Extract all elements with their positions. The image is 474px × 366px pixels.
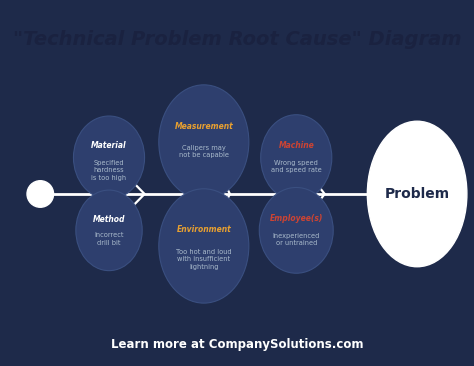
- Text: "Technical Problem Root Cause" Diagram: "Technical Problem Root Cause" Diagram: [13, 30, 461, 49]
- Ellipse shape: [367, 121, 467, 267]
- Text: Wrong speed
and speed rate: Wrong speed and speed rate: [271, 160, 322, 173]
- Ellipse shape: [76, 190, 142, 270]
- Ellipse shape: [159, 85, 249, 199]
- Text: Machine: Machine: [278, 141, 314, 150]
- Ellipse shape: [159, 189, 249, 303]
- Text: Inexperienced
or untrained: Inexperienced or untrained: [273, 232, 320, 246]
- Text: Measurement: Measurement: [174, 122, 233, 131]
- Text: Too hot and loud
with insufficient
lightning: Too hot and loud with insufficient light…: [176, 249, 232, 270]
- Text: Environment: Environment: [176, 225, 231, 235]
- Ellipse shape: [259, 187, 333, 273]
- Text: Material: Material: [91, 141, 127, 150]
- Text: Method: Method: [93, 214, 125, 224]
- Text: Incorrect
drill bit: Incorrect drill bit: [94, 232, 124, 246]
- Ellipse shape: [27, 181, 54, 207]
- Ellipse shape: [73, 116, 145, 199]
- Ellipse shape: [261, 115, 332, 201]
- Text: Employee(s): Employee(s): [270, 214, 323, 223]
- Text: Calipers may
not be capable: Calipers may not be capable: [179, 145, 229, 158]
- Text: Problem: Problem: [384, 187, 450, 201]
- Text: Specified
hardness
is too high: Specified hardness is too high: [91, 160, 127, 181]
- Text: Learn more at CompanySolutions.com: Learn more at CompanySolutions.com: [111, 339, 363, 351]
